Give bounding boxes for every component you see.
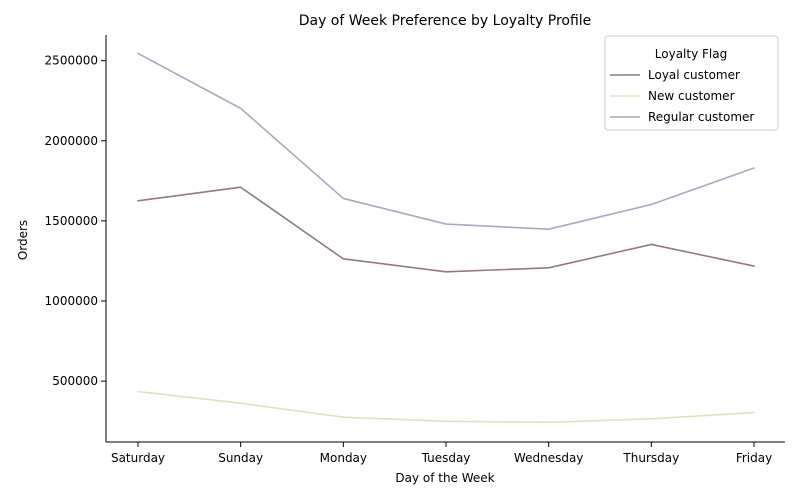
x-tick-label: Monday [320, 451, 367, 465]
legend: Loyalty Flag Loyal customer New customer R… [604, 35, 779, 131]
y-tick-label: 500000 [52, 374, 98, 388]
series-layer [137, 52, 755, 424]
legend-label: New customer [648, 89, 735, 103]
x-tick-label: Wednesday [514, 451, 583, 465]
chart-title: Day of Week Preference by Loyalty Profil… [299, 13, 592, 29]
legend-box [604, 35, 779, 131]
legend-title: Loyalty Flag [655, 47, 727, 61]
y-tick-label: 1500000 [45, 214, 98, 228]
legend-label: Loyal customer [648, 68, 740, 82]
x-tick-label: Sunday [218, 451, 263, 465]
y-tick-label: 1000000 [45, 294, 98, 308]
legend-items: Loyal customer New customer Regular custom… [610, 68, 754, 124]
x-tick-label: Thursday [622, 451, 679, 465]
series-line-new-customer [137, 390, 755, 424]
series-line-regular-customer [137, 52, 755, 231]
y-tick-label: 2500000 [45, 54, 98, 68]
x-tick-label: Saturday [111, 451, 165, 465]
y-axis-label: Orders [16, 220, 30, 260]
y-tick-label: 2000000 [45, 134, 98, 148]
y-ticks: 500000 1000000 1500000 2000000 2500000 [45, 54, 106, 388]
legend-label: Regular customer [648, 110, 754, 124]
x-axis-label: Day of the Week [395, 471, 494, 485]
x-tick-label: Friday [736, 451, 772, 465]
x-ticks: Saturday Sunday Monday Tuesday Wednesday Thur… [111, 442, 772, 465]
series-line-loyal-customer [137, 186, 755, 273]
x-tick-label: Tuesday [421, 451, 471, 465]
